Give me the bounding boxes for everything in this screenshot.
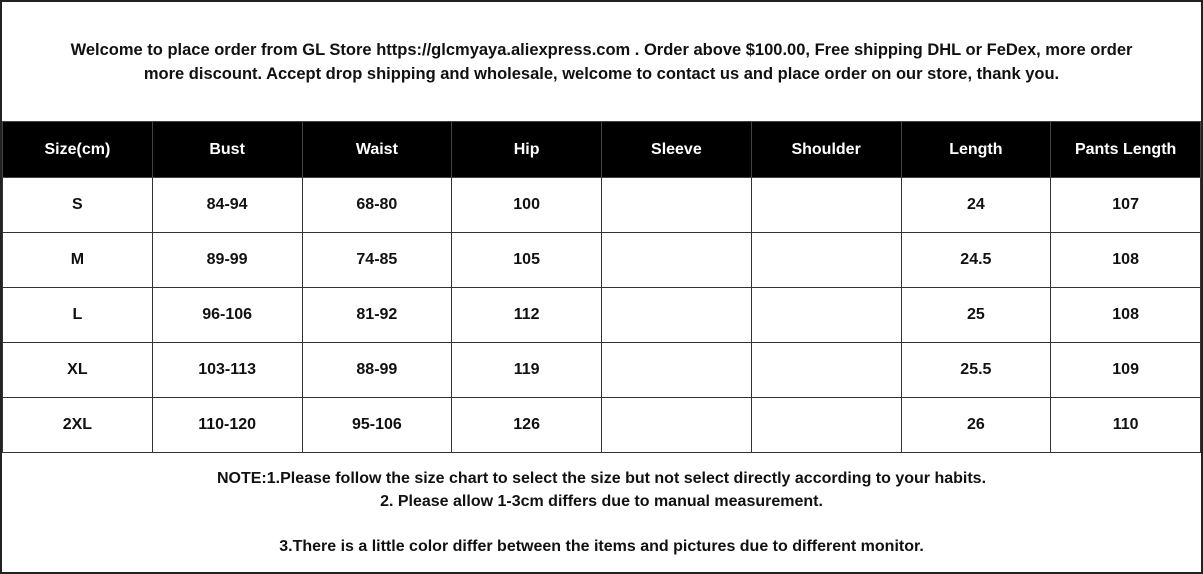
column-header: Pants Length [1050, 121, 1201, 178]
note-3: 3.There is a little color differ between… [279, 538, 924, 555]
table-cell: 24 [900, 177, 1052, 233]
note-2: 2. Please allow 1-3cm differs due to man… [380, 493, 823, 510]
table-cell: 68-80 [301, 177, 453, 233]
welcome-line-2: more discount. Accept drop shipping and … [143, 64, 1060, 83]
column-header: Hip [451, 121, 602, 178]
table-cell: 108 [1050, 287, 1201, 343]
table-cell: 96-106 [151, 287, 303, 343]
table-cell [601, 177, 752, 233]
table-cell: 105 [451, 232, 602, 288]
note-1: NOTE:1.Please follow the size chart to s… [216, 470, 987, 487]
table-cell [750, 177, 902, 233]
table-cell: 103-113 [151, 342, 303, 398]
table-cell: 84-94 [151, 177, 303, 233]
table-cell [601, 232, 752, 288]
table-cell: 112 [451, 287, 602, 343]
table-cell: 89-99 [151, 232, 303, 288]
table-cell: 108 [1050, 232, 1201, 288]
column-header: Size(cm) [2, 121, 153, 178]
table-header-row: Size(cm) Bust Waist Hip Sleeve Shoulder Length… [2, 121, 1201, 178]
notes-section: NOTE:1.Please follow the size chart to s… [2, 452, 1201, 558]
column-header: Waist [301, 121, 453, 178]
table-row: XL 103-113 88-99 119 25.5 109 [2, 342, 1201, 398]
size-table: Size(cm) Bust Waist Hip Sleeve Shoulder Length… [2, 121, 1201, 453]
table-cell: 74-85 [301, 232, 453, 288]
table-cell [750, 342, 902, 398]
table-cell: 88-99 [301, 342, 453, 398]
table-cell [750, 287, 902, 343]
table-cell [750, 397, 902, 453]
table-cell: 110 [1050, 397, 1201, 453]
table-cell: XL [2, 342, 153, 398]
table-cell: 26 [900, 397, 1052, 453]
table-cell [750, 232, 902, 288]
table-cell [601, 287, 752, 343]
table-cell: M [2, 232, 153, 288]
table-cell: 95-106 [301, 397, 453, 453]
table-cell: 24.5 [900, 232, 1052, 288]
table-cell [601, 397, 752, 453]
table-cell: L [2, 287, 153, 343]
table-cell: 110-120 [151, 397, 303, 453]
table-cell [601, 342, 752, 398]
table-row: M 89-99 74-85 105 24.5 108 [2, 232, 1201, 288]
store-welcome-message: Welcome to place order from GL Store htt… [2, 2, 1201, 121]
column-header: Sleeve [601, 121, 752, 178]
table-cell: 25 [900, 287, 1052, 343]
table-row: 2XL 110-120 95-106 126 26 110 [2, 397, 1201, 453]
table-cell: 119 [451, 342, 602, 398]
table-cell: S [2, 177, 153, 233]
table-row: L 96-106 81-92 112 25 108 [2, 287, 1201, 343]
table-cell: 100 [451, 177, 602, 233]
table-cell: 81-92 [301, 287, 453, 343]
column-header: Bust [151, 121, 303, 178]
table-row: S 84-94 68-80 100 24 107 [2, 177, 1201, 233]
table-cell: 2XL [2, 397, 153, 453]
table-cell: 126 [451, 397, 602, 453]
table-cell: 109 [1050, 342, 1201, 398]
column-header: Shoulder [750, 121, 902, 178]
welcome-line-1: Welcome to place order from GL Store htt… [70, 40, 1133, 59]
table-cell: 107 [1050, 177, 1201, 233]
table-cell: 25.5 [900, 342, 1052, 398]
column-header: Length [900, 121, 1052, 178]
